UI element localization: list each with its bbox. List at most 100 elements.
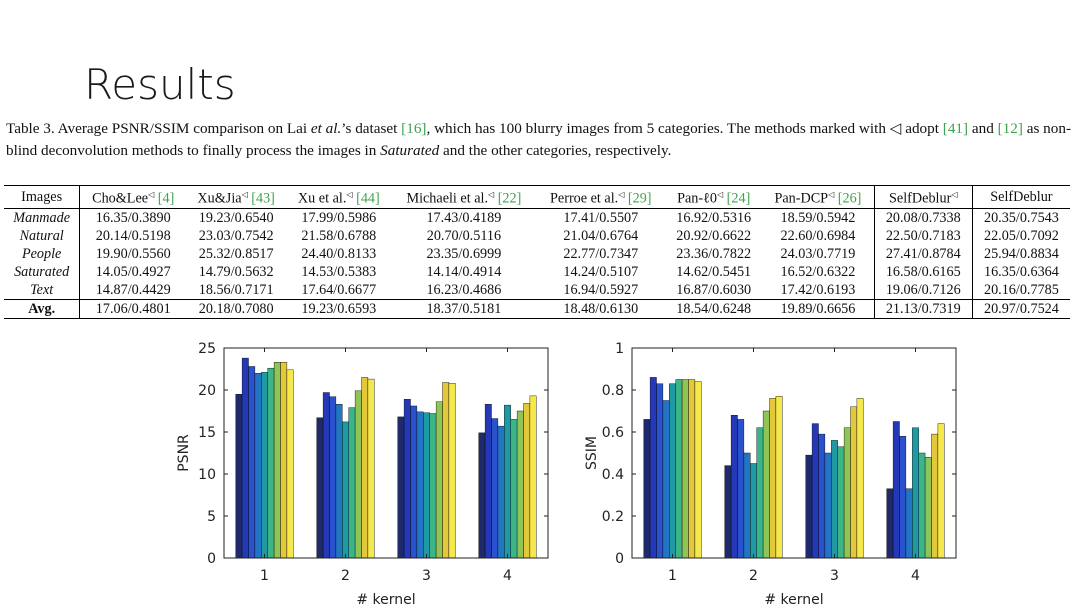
table-cell: 20.08/0.7338 [874, 208, 973, 227]
table-row: Saturated 14.05/0.4927 14.79/0.5632 14.53/0… [4, 262, 1070, 281]
row-label: Avg. [4, 298, 81, 319]
bar [442, 382, 450, 559]
bar [367, 378, 375, 559]
citation-link[interactable]: [4] [157, 190, 175, 207]
table-cell: 18.48/0.6130 [536, 298, 666, 319]
y-tick-label: 0.2 [602, 509, 624, 525]
bar [730, 414, 738, 559]
bar [688, 379, 696, 559]
row-label: Saturated [4, 262, 81, 281]
citation-link[interactable]: [29] [627, 190, 652, 207]
bar [694, 381, 702, 559]
table-cell: 17.43/0.4189 [426, 209, 502, 226]
citation-link[interactable]: [43] [251, 190, 275, 207]
bar [737, 419, 745, 559]
y-tick-label: 1 [615, 341, 624, 357]
citation-link[interactable]: [41] [942, 120, 969, 137]
bar [497, 425, 505, 559]
column-header: SelfDeblur [972, 185, 1070, 209]
table-cell: 27.41/0.8784 [874, 244, 973, 263]
citation-link[interactable]: [12] [997, 120, 1023, 137]
citation-link[interactable]: [16] [401, 120, 427, 137]
bar [905, 488, 913, 559]
table-row: Manmade 16.35/0.3890 19.23/0.6540 17.99/0.5… [4, 208, 1070, 227]
table-cell: 16.94/0.5927 [563, 281, 639, 298]
bar [775, 396, 783, 559]
bar [818, 433, 826, 559]
bar [329, 396, 337, 559]
table-cell: 19.89/0.6656 [762, 298, 875, 319]
table-cell: 16.23/0.4686 [426, 281, 502, 298]
bar [643, 419, 651, 559]
table-cell: 14.24/0.5107 [563, 263, 639, 280]
bar [273, 362, 281, 559]
table-cell: 14.05/0.4927 [95, 263, 171, 280]
table-row: Natural 20.14/0.5198 23.03/0.7542 21.58/0.6… [4, 226, 1070, 245]
bar [669, 383, 676, 559]
plot-frame [223, 347, 549, 559]
y-tick-label: 0.8 [602, 383, 624, 399]
citation-link[interactable]: [22] [497, 190, 522, 207]
bar [850, 406, 858, 559]
x-axis-label: # kernel [356, 592, 415, 608]
bar [280, 362, 288, 559]
y-tick-label: 0 [207, 551, 216, 567]
bar [529, 395, 537, 559]
column-header: SelfDeblur◁ [874, 185, 973, 209]
table-cell: 25.94/0.8834 [983, 245, 1059, 262]
ssim-bar-chart: 0 0.2 0.4 0.6 0.8 1 1 2 3 4 # kernel SSIM [578, 336, 978, 613]
bar [856, 398, 864, 559]
slide-title: Results [84, 60, 236, 109]
y-tick-label: 20 [198, 383, 216, 399]
bar [484, 404, 492, 559]
table-header-row: Images Cho&Lee◁ [4] Xu&Jia◁ [43] Xu et al.◁… [4, 185, 1070, 209]
column-header: Cho&Lee◁ [4] [79, 185, 187, 209]
citation-link[interactable]: [26] [837, 190, 862, 207]
table-cell: 22.77/0.7347 [563, 245, 639, 262]
table-cell: 22.50/0.7183 [874, 226, 973, 245]
column-header: Pan-ℓ0◁ [24] [665, 185, 763, 209]
table-row: Text 14.87/0.4429 18.56/0.7171 17.64/0.6677… [4, 280, 1070, 300]
bar [662, 400, 670, 559]
bar [510, 419, 518, 559]
row-label: People [4, 244, 81, 263]
bar [743, 452, 751, 559]
table-caption: Table 3. Average PSNR/SSIM comparison on… [6, 120, 1072, 159]
table-cell: 25.32/0.8517 [198, 245, 274, 262]
table-cell: 16.87/0.6030 [676, 281, 752, 298]
bar [235, 394, 243, 559]
bar [924, 456, 932, 559]
mark-symbol: ◁ [889, 120, 902, 137]
bar [516, 410, 524, 559]
chart-svg: 0 5 10 15 20 25 1 2 3 4 # kernel PSNR [176, 341, 549, 608]
table-cell: 16.58/0.6165 [874, 262, 973, 281]
table-cell: 14.79/0.5632 [198, 263, 274, 280]
bar [931, 433, 939, 559]
bar [254, 373, 262, 559]
bar [912, 427, 919, 559]
table-cell: 19.06/0.7126 [874, 280, 973, 300]
table-cell: 23.03/0.7542 [198, 227, 274, 244]
citation-link[interactable]: [24] [726, 190, 751, 207]
table-cell: 18.56/0.7171 [198, 281, 274, 298]
psnr-bar-chart: 0 5 10 15 20 25 1 2 3 4 # kernel PSNR [170, 336, 570, 613]
x-tick-label: 3 [830, 568, 839, 584]
plot-frame [631, 347, 957, 559]
bar [918, 452, 926, 559]
citation-link[interactable]: [44] [356, 190, 380, 207]
y-tick-label: 25 [198, 341, 216, 357]
bar [348, 407, 356, 559]
table-cell: 21.04/0.6764 [563, 227, 639, 244]
table-cell: 14.53/0.5383 [301, 263, 377, 280]
table-cell: 16.52/0.6322 [762, 262, 875, 281]
bar [342, 421, 349, 559]
table-cell: 20.16/0.7785 [983, 281, 1059, 298]
bar [675, 379, 683, 559]
bar [286, 369, 294, 559]
table-cell: 24.03/0.7719 [762, 244, 875, 263]
bar [354, 390, 362, 559]
column-header: Michaeli et al.◁ [22] [391, 185, 537, 209]
bar [724, 465, 732, 559]
table-cell: 16.35/0.3890 [95, 209, 171, 226]
x-tick-label: 1 [260, 568, 269, 584]
